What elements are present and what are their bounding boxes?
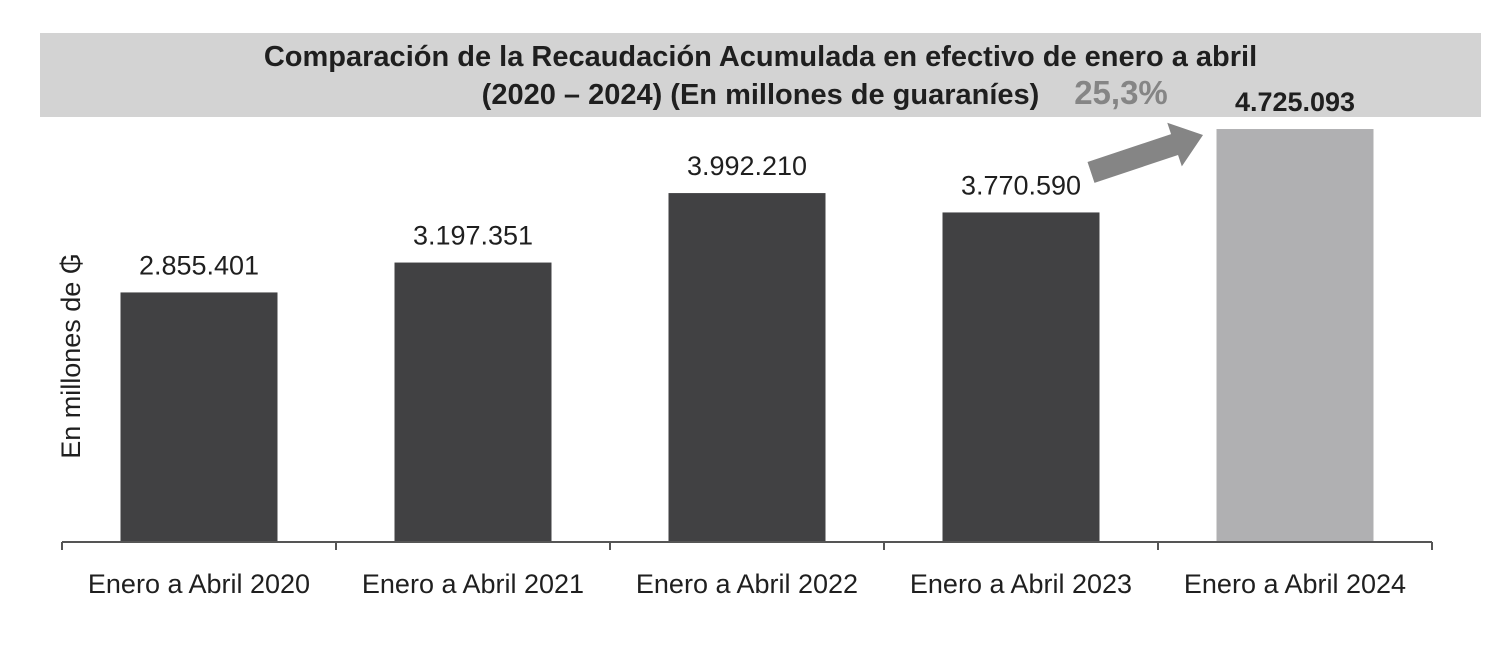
bar-2 xyxy=(394,262,552,542)
growth-annotation: 25,3% xyxy=(1074,74,1203,183)
title-band: Comparación de la Recaudación Acumulada … xyxy=(40,33,1481,117)
category-label-2: Enero a Abril 2021 xyxy=(362,569,584,599)
category-label-4: Enero a Abril 2023 xyxy=(910,569,1132,599)
growth-arrow xyxy=(1087,122,1203,183)
category-label-5: Enero a Abril 2024 xyxy=(1184,569,1406,599)
category-label-1: Enero a Abril 2020 xyxy=(88,569,310,599)
bar-1 xyxy=(120,292,278,542)
growth-arrow-shape xyxy=(1087,122,1203,183)
value-labels-group: 2.855.401 3.197.351 3.992.210 3.770.590 4.72… xyxy=(139,87,1355,280)
bar-3 xyxy=(668,193,826,542)
bar-4 xyxy=(942,212,1100,542)
value-label-2: 3.197.351 xyxy=(413,221,533,251)
x-axis xyxy=(61,541,1433,550)
chart-title: Comparación de la Recaudación Acumulada … xyxy=(263,41,1258,73)
value-label-5: 4.725.093 xyxy=(1235,87,1355,117)
y-axis-label: En millones de ₲ xyxy=(56,253,86,459)
growth-percent-label: 25,3% xyxy=(1074,74,1168,111)
value-label-3: 3.992.210 xyxy=(687,151,807,181)
chart-subtitle: (2020 – 2024) (En millones de guaraníes) xyxy=(481,79,1040,111)
value-label-4: 3.770.590 xyxy=(961,170,1081,200)
category-label-3: Enero a Abril 2022 xyxy=(636,569,858,599)
bar-5 xyxy=(1216,129,1374,543)
bars-group xyxy=(120,129,1374,543)
category-labels-group: Enero a Abril 2020 Enero a Abril 2021 Ener… xyxy=(88,569,1406,599)
value-label-1: 2.855.401 xyxy=(139,250,259,280)
